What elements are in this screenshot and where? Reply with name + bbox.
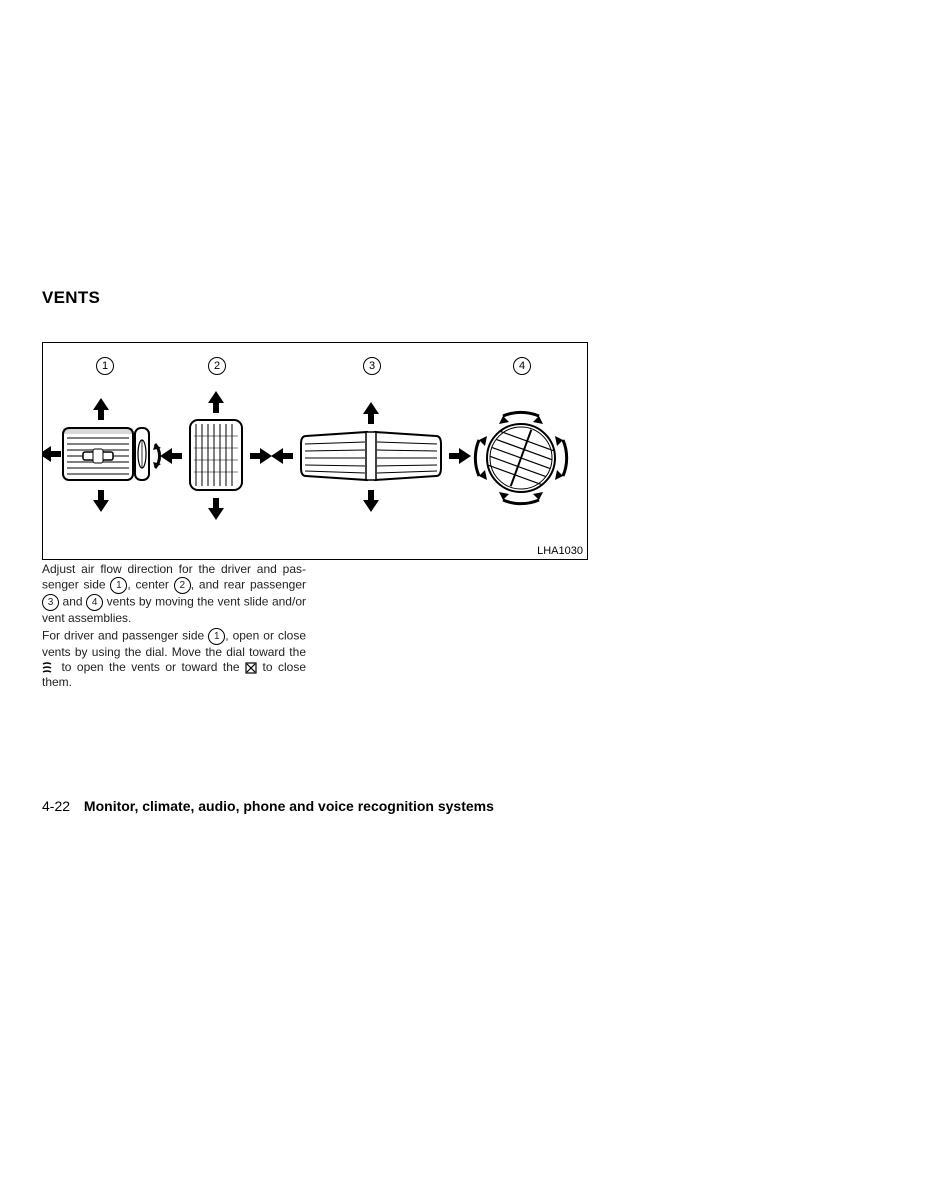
- callout-2: 2: [208, 357, 226, 375]
- p1-text-d: and: [59, 595, 86, 609]
- p2-text-c: to open the vents or toward the: [56, 660, 245, 674]
- circled-1b: 1: [208, 628, 225, 645]
- circled-3: 3: [42, 594, 59, 611]
- paragraph-1: Adjust air flow direction for the driver…: [42, 562, 306, 626]
- callout-1: 1: [96, 357, 114, 375]
- page-footer: 4-22 Monitor, climate, audio, phone and …: [42, 798, 494, 814]
- callout-4: 4: [513, 357, 531, 375]
- circled-1: 1: [110, 577, 127, 594]
- paragraph-2: For driver and passenger side 1, open or…: [42, 628, 306, 690]
- diagram-code: LHA1030: [537, 545, 583, 557]
- p1-text-c: , and rear passenger: [191, 578, 306, 592]
- page: VENTS 1 2 3 4: [0, 0, 927, 1200]
- page-number: 4-22: [42, 798, 70, 814]
- section-name: Monitor, climate, audio, phone and voice…: [84, 798, 494, 814]
- circled-2: 2: [174, 577, 191, 594]
- vents-svg: [43, 343, 587, 559]
- open-vent-icon: [42, 662, 56, 674]
- close-vent-icon: [245, 662, 257, 674]
- callout-3: 3: [363, 357, 381, 375]
- p1-text-b: , center: [127, 578, 173, 592]
- circled-4: 4: [86, 594, 103, 611]
- p2-text-a: For driver and passenger side: [42, 629, 208, 643]
- section-heading: VENTS: [42, 288, 100, 308]
- vents-diagram: 1 2 3 4: [42, 342, 588, 560]
